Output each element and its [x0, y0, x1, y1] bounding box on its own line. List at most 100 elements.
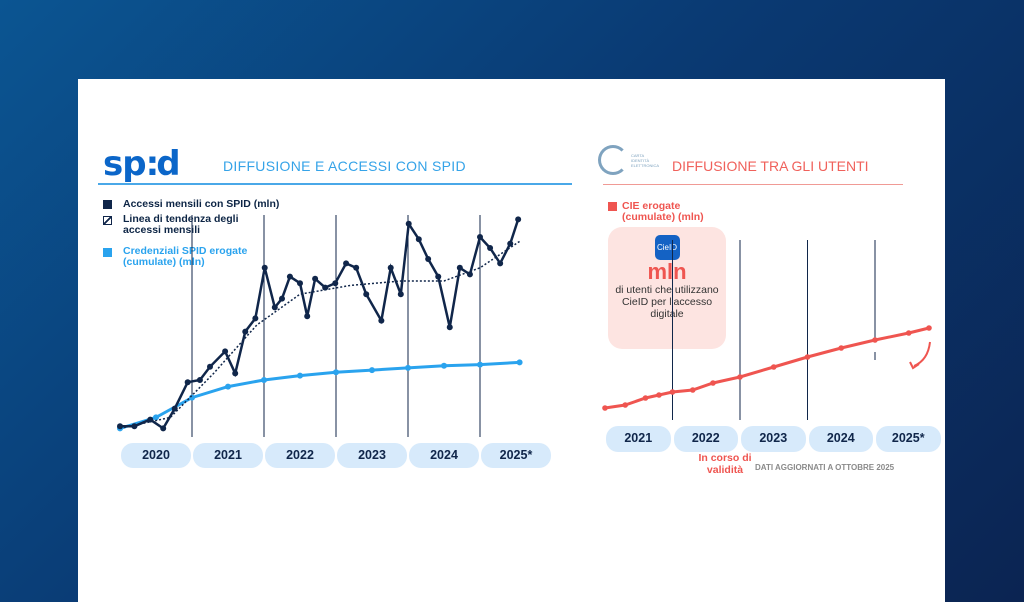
year-label-2025: 2025*: [876, 426, 941, 452]
spid-access-point: [286, 273, 293, 280]
cie-issued-point: [838, 345, 845, 351]
year-label-2022: 2022: [265, 443, 335, 468]
legend-swatch: [103, 216, 112, 225]
spid-access-point: [160, 425, 167, 432]
spid-access-point: [252, 315, 259, 322]
spid-access-point: [147, 416, 154, 423]
year-label-2023: 2023: [741, 426, 806, 452]
spid-access-point: [232, 370, 239, 377]
spid-access-point: [456, 264, 463, 271]
spid-credentials-point: [297, 372, 303, 379]
spid-access-point: [466, 271, 473, 278]
spid-credentials-point: [441, 362, 447, 369]
curved-arrow-icon: [913, 341, 931, 367]
year-label-2025: 2025*: [481, 443, 551, 468]
spid-access-point: [312, 275, 319, 282]
cie-logo-icon: [598, 145, 628, 175]
cie-issued-point: [905, 330, 912, 336]
year-label-2020: 2020: [121, 443, 191, 468]
spid-access-point: [171, 405, 178, 412]
arrowhead-icon: [909, 361, 920, 370]
cieid-users-box: CieID mln di utenti che utilizzano CieID…: [608, 227, 726, 349]
cie-issued-point: [737, 374, 743, 380]
cie-issued-point: [669, 389, 676, 395]
spid-access-point: [425, 256, 432, 262]
legend-swatch: [103, 248, 112, 257]
cie-title: DIFFUSIONE TRA GLI UTENTI: [672, 158, 869, 174]
spid-credentials-point: [261, 377, 267, 383]
spid-credentials-line: [119, 360, 520, 430]
users-unit: mln: [647, 259, 687, 284]
cie-logo-text: CARTA IDENTITÀ ELETTRONICA: [631, 153, 660, 168]
spid-access-point: [363, 291, 370, 298]
cie-issued-point: [642, 395, 649, 401]
cie-issued-point: [872, 337, 878, 343]
spid-access-point: [184, 379, 191, 386]
divider: [603, 184, 903, 185]
year-label-2021: 2021: [193, 443, 263, 468]
spid-credentials-point: [333, 369, 339, 376]
spid-credentials-point: [516, 359, 523, 366]
cie-issued-point: [804, 354, 811, 360]
legend-label: CIE erogate (cumulate) (mln): [622, 200, 704, 223]
legend-trend: Linea di tendenza degli accessi mensili: [103, 214, 253, 236]
cie-issued-point: [656, 392, 662, 398]
spid-access-point: [222, 348, 229, 355]
validity-note: In corso di validità: [698, 452, 752, 476]
spid-access-point: [242, 328, 249, 335]
divider: [98, 183, 572, 185]
legend-accessi: Accessi mensili con SPID (mln): [103, 199, 279, 210]
legend-swatch: [103, 200, 112, 209]
spid-access-point: [279, 295, 285, 302]
spid-access-point: [271, 304, 278, 311]
spid-logo: sp:d: [103, 144, 181, 184]
legend-cie: CIE erogate (cumulate) (mln): [608, 201, 718, 223]
spid-access-point: [446, 324, 453, 331]
cie-issued-point: [622, 402, 629, 408]
spid-access-point: [497, 260, 504, 267]
year-label-2021: 2021: [606, 426, 671, 452]
spid-title: DIFFUSIONE E ACCESSI CON SPID: [223, 158, 466, 174]
spid-access-point: [196, 377, 203, 383]
year-label-2023: 2023: [337, 443, 407, 468]
spid-access-point: [515, 216, 522, 223]
spid-credentials-point: [189, 394, 195, 401]
legend-label: Credenziali SPID erogate (cumulate) (mln…: [123, 245, 248, 268]
cie-issued-point: [710, 380, 716, 386]
spid-access-point: [477, 234, 483, 240]
legend-label: Accessi mensili con SPID (mln): [123, 198, 280, 210]
spid-access-point: [131, 423, 138, 430]
spid-access-point: [343, 260, 350, 267]
spid-access-point: [207, 363, 213, 370]
spid-credentials-point: [153, 414, 159, 421]
spid-access-point: [332, 280, 339, 287]
cieid-app-icon: CieID: [654, 235, 680, 260]
infographic-card: sp:d DIFFUSIONE E ACCESSI CON SPID Acces…: [78, 79, 945, 602]
spid-access-point: [435, 273, 442, 280]
update-note: DATI AGGIORNATI A OTTOBRE 2025: [755, 463, 895, 472]
cie-issued-point: [770, 364, 777, 370]
cie-issued-point: [926, 325, 932, 331]
spid-credentials-point: [225, 383, 231, 390]
spid-access-point: [397, 291, 404, 298]
spid-access-point: [487, 245, 494, 251]
cie-issued-point: [689, 387, 696, 393]
spid-credentials-point: [477, 361, 483, 368]
year-label-2024: 2024: [808, 426, 873, 452]
spid-access-point: [405, 220, 412, 227]
users-description: di utenti che utilizzano CieID per l'acc…: [615, 284, 719, 320]
cie-issued-line: [604, 326, 930, 410]
legend-credenziali: Credenziali SPID erogate (cumulate) (mln…: [103, 246, 253, 268]
spid-access-point: [117, 423, 123, 430]
spid-access-point: [415, 236, 422, 243]
spid-access-point: [297, 280, 303, 287]
spid-access-point: [304, 313, 311, 320]
legend-label: Linea di tendenza degli accessi mensili: [123, 213, 239, 236]
spid-access-point: [387, 264, 394, 271]
spid-credentials-point: [369, 367, 375, 374]
legend-swatch: [608, 202, 617, 211]
spid-access-point: [261, 264, 268, 271]
spid-access-point: [507, 240, 514, 247]
spid-access-point: [378, 317, 385, 324]
